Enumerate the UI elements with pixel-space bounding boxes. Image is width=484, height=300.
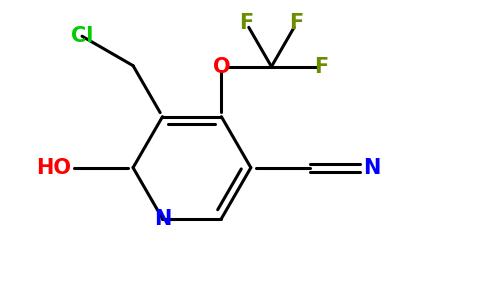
Text: Cl: Cl	[71, 26, 93, 46]
Text: F: F	[289, 13, 303, 33]
Text: HO: HO	[36, 158, 71, 178]
Text: F: F	[315, 57, 329, 76]
Text: N: N	[154, 209, 171, 229]
Text: O: O	[212, 57, 230, 76]
Text: F: F	[239, 13, 254, 33]
Text: N: N	[363, 158, 380, 178]
